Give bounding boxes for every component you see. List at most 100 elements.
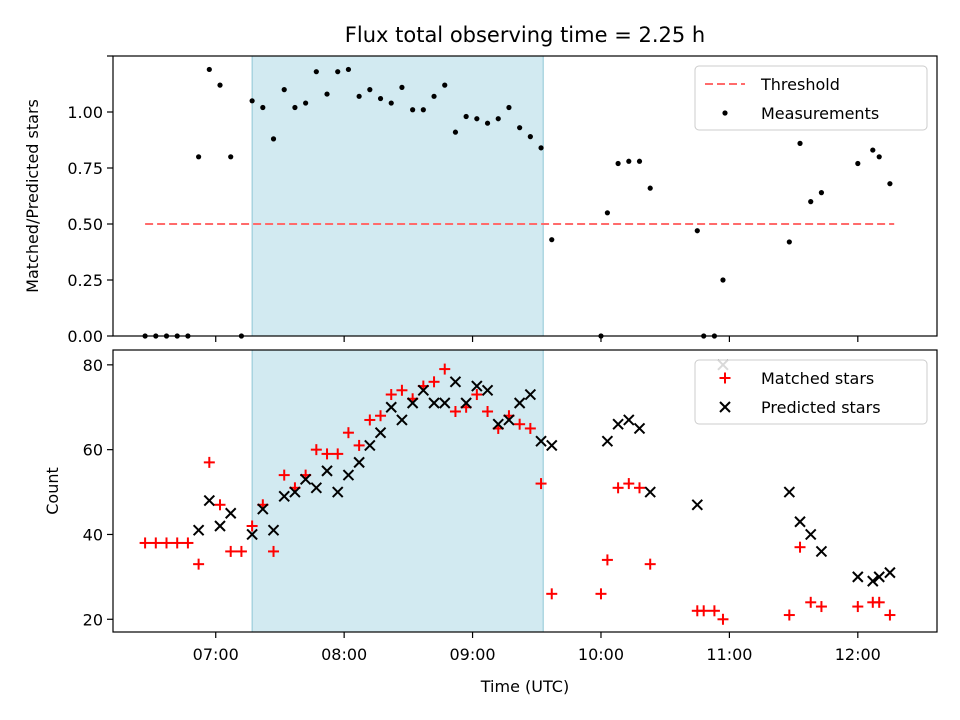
- measurement-point: [388, 100, 394, 106]
- matched-star-point: [342, 427, 354, 439]
- measurement-point: [694, 228, 700, 234]
- cross-stroke: [884, 566, 896, 579]
- matched-star-point: [449, 405, 461, 417]
- cross-stroke: [332, 486, 344, 498]
- measurement-point: [517, 125, 523, 131]
- measurement-point: [818, 190, 825, 196]
- matched-star-point: [182, 537, 194, 549]
- predicted-star-point: [385, 401, 397, 413]
- predicted-star-point: [783, 486, 796, 498]
- measurement-point: [484, 120, 491, 126]
- x-tick-label: 09:00: [450, 645, 496, 664]
- matched-star-point: [171, 537, 183, 549]
- cross-stroke: [267, 524, 280, 536]
- matched-star-point: [321, 448, 333, 460]
- ratio-panel-y-ticks: 0.00 0.25 0.50 0.75 1.00: [67, 55, 113, 346]
- measurement-point: [249, 98, 255, 104]
- count-panel-y-tick-label: 80: [83, 356, 103, 375]
- cross-stroke: [601, 435, 614, 447]
- measurement-point: [292, 104, 298, 111]
- matched-star-point: [815, 601, 827, 613]
- legend-entry-label: Matched stars: [761, 369, 874, 388]
- predicted-star-point: [267, 524, 280, 536]
- x-tick-label: 07:00: [193, 645, 239, 664]
- predicted-star-point: [192, 524, 205, 536]
- matched-star-point: [644, 558, 656, 570]
- cross-stroke: [852, 571, 864, 583]
- matched-star-point: [524, 422, 536, 434]
- ratio-panel-y-tick-label: 0.50: [67, 215, 103, 234]
- cross-stroke: [310, 482, 323, 494]
- matched-star-point: [353, 439, 365, 451]
- matched-star-point: [471, 389, 483, 401]
- predicted-star-point: [524, 388, 537, 401]
- measurement-point: [303, 100, 309, 106]
- matched-star-point: [546, 588, 558, 600]
- matched-star-point: [246, 520, 258, 532]
- measurement-point: [420, 107, 426, 113]
- matched-star-point: [225, 545, 237, 557]
- ratio-panel-y-axis-label: Matched/Predicted stars: [23, 99, 42, 293]
- matched-star-point: [698, 605, 710, 617]
- count-panel-frame: [112, 349, 938, 633]
- measurement-point: [876, 154, 882, 160]
- matched-star-point: [428, 376, 440, 388]
- matched-star-point: [385, 389, 397, 401]
- cross-stroke: [449, 376, 462, 388]
- measurement-point: [228, 154, 234, 160]
- count-panel-legend-box: [694, 359, 928, 425]
- measurement-point: [615, 160, 621, 167]
- predicted-star-point: [417, 384, 430, 396]
- predicted-star-point: [815, 545, 828, 558]
- cross-stroke: [492, 418, 504, 430]
- predicted-star-point: [503, 414, 515, 426]
- cross-stroke: [535, 435, 547, 447]
- measurement-point: [313, 69, 319, 75]
- measurement-point: [377, 95, 384, 102]
- cross-stroke: [503, 414, 515, 426]
- predicted-star-point: [439, 397, 451, 409]
- count-panel-y-tick-label: 60: [83, 441, 103, 460]
- matched-star-point: [268, 545, 280, 557]
- count-panel-y-tick-label: 40: [83, 525, 103, 544]
- matched-star-point: [150, 537, 162, 549]
- ratio-panel: 0.00 0.25 0.50 0.75 1.00 Matched/Predicted s…: [23, 55, 938, 346]
- measurement-point: [720, 277, 726, 283]
- measurement-point: [855, 160, 861, 167]
- measurement-point: [870, 147, 876, 153]
- predicted-star-point: [396, 414, 408, 426]
- predicted-star-point: [873, 571, 885, 583]
- ratio-panel-y-tick-label: 1.00: [67, 103, 103, 122]
- matched-star-point: [332, 448, 344, 460]
- count-panel-y-axis-label: Count: [43, 467, 62, 515]
- cross-stroke: [364, 439, 376, 452]
- cross-stroke: [546, 439, 558, 452]
- predicted-star-point: [321, 465, 333, 477]
- predicted-star-point: [203, 494, 216, 507]
- cross-stroke: [460, 397, 472, 409]
- cross-stroke: [278, 490, 290, 503]
- x-axis-label: Time (UTC): [480, 677, 569, 696]
- x-tick-label: 10:00: [578, 645, 624, 664]
- measurement-point: [196, 154, 202, 160]
- cross-stroke: [815, 545, 828, 558]
- predicted-star-point: [481, 384, 494, 396]
- predicted-star-point: [492, 418, 504, 430]
- count-panel-shaded-span: [251, 349, 544, 633]
- legend-entry-label: Predicted stars: [761, 398, 881, 417]
- predicted-star-point: [633, 422, 646, 435]
- ratio-panel-y-tick-label: 0.75: [67, 159, 103, 178]
- measurement-point: [335, 69, 341, 75]
- predicted-star-point: [374, 426, 387, 439]
- predicted-star-point: [852, 571, 864, 583]
- cross-stroke: [783, 486, 796, 498]
- cross-stroke: [417, 384, 430, 396]
- legend-predicted-swatch: [719, 401, 731, 413]
- measurement-point: [549, 237, 555, 243]
- count-panel-y-tick-label: 20: [83, 610, 103, 629]
- predicted-star-point: [257, 503, 269, 515]
- measurement-point: [270, 136, 277, 142]
- cross-stroke: [691, 499, 703, 511]
- cross-stroke: [439, 397, 451, 409]
